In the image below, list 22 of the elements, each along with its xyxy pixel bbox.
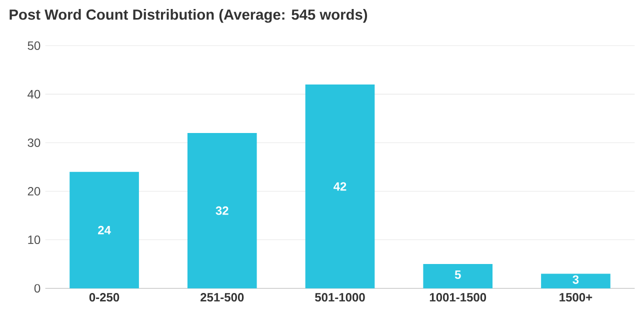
y-tick-label: 0: [34, 284, 40, 293]
y-tick-label: 10: [28, 236, 40, 244]
bar: [187, 133, 257, 288]
data-label: 5: [454, 270, 461, 279]
y-tick-label: 30: [28, 138, 40, 147]
x-tick-label: 0-250: [89, 293, 120, 302]
x-tick-label: 1001-1500: [430, 293, 486, 302]
x-tick-label: 501-1000: [315, 293, 365, 302]
data-label: 32: [216, 206, 228, 215]
data-label: 24: [98, 226, 111, 234]
data-label: 3: [572, 275, 579, 284]
x-tick-label: 1500+: [560, 293, 592, 302]
bar: [70, 172, 139, 288]
y-tick-label: 20: [28, 187, 40, 196]
bar: [305, 84, 375, 288]
bar: [423, 264, 493, 288]
chart-title: Post Word Count Distribution (Average: 545 words): [10, 9, 368, 23]
data-label: 42: [334, 182, 346, 191]
y-tick-label: 40: [28, 90, 40, 98]
y-tick-label: 50: [28, 41, 40, 50]
x-tick-label: 251-500: [200, 293, 244, 302]
bar: [541, 274, 610, 288]
